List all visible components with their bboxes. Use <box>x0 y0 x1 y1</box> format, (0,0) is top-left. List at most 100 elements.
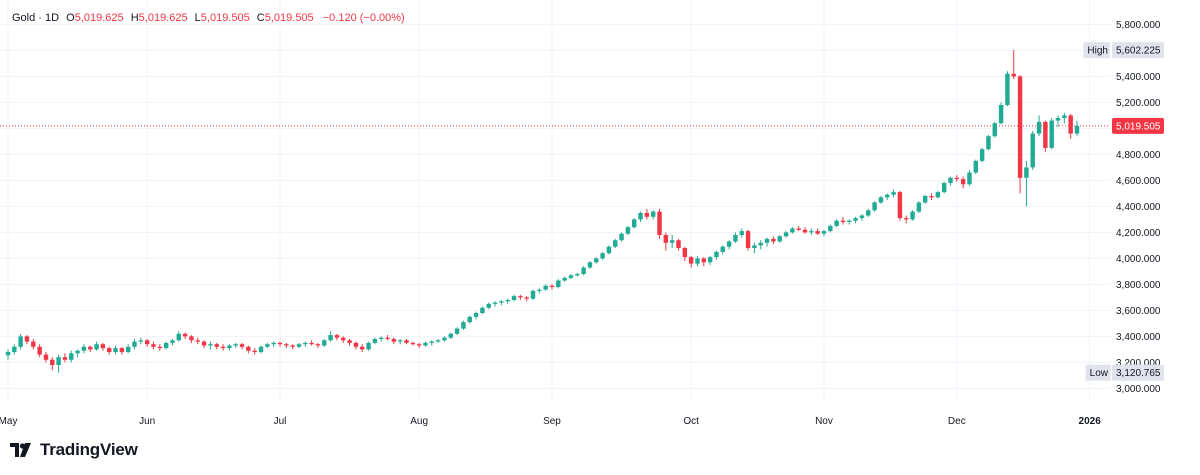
candle-body <box>290 345 295 347</box>
last-price-value: 5,019.505 <box>1116 121 1161 132</box>
candle-body <box>777 236 782 242</box>
candle <box>132 339 137 350</box>
candle-body <box>524 297 529 299</box>
candle-body <box>227 345 232 349</box>
candle-body <box>397 340 403 342</box>
candle-body <box>31 341 36 347</box>
candle <box>897 190 903 221</box>
candle <box>62 353 68 363</box>
candle-body <box>992 123 997 137</box>
candle-body <box>1055 118 1061 121</box>
low-tag: Low 3,120.765 <box>1085 364 1164 381</box>
candle <box>847 219 852 225</box>
candle-body <box>929 196 934 198</box>
low-value: 5,019.505 <box>200 12 250 24</box>
high-tag-value: 5,602.225 <box>1116 46 1161 57</box>
candle <box>334 333 340 341</box>
candle-body <box>100 344 106 349</box>
candle-body <box>511 296 517 300</box>
candle <box>859 214 865 221</box>
candle-body <box>296 344 302 347</box>
candle-body <box>5 352 11 356</box>
candle <box>378 336 384 342</box>
candle <box>75 349 80 358</box>
candle <box>220 344 226 351</box>
candle <box>600 251 605 260</box>
candle <box>979 147 985 163</box>
candle-body <box>948 177 953 183</box>
candle <box>1024 160 1029 207</box>
candle-body <box>632 219 637 228</box>
candle <box>195 337 200 345</box>
high-tag-label-bg <box>1083 42 1110 59</box>
tradingview-logo[interactable]: TradingView <box>10 440 138 460</box>
candle <box>410 341 416 346</box>
close-value: 5,019.505 <box>264 12 314 24</box>
candle-body <box>650 211 656 217</box>
candle-body <box>581 267 586 274</box>
candle <box>423 341 428 347</box>
candle-body <box>878 197 884 203</box>
candle-body <box>480 307 485 313</box>
candle-body <box>360 346 365 350</box>
candle <box>284 342 289 349</box>
candle <box>777 235 782 243</box>
candle-body <box>163 342 169 349</box>
candle-body <box>366 342 371 350</box>
candle <box>189 335 194 343</box>
candle-body <box>435 340 441 342</box>
candle <box>372 337 378 345</box>
candle <box>771 236 776 245</box>
time-tick-label: Jul <box>274 416 287 427</box>
candle-body <box>967 172 972 185</box>
price-tick-label: 4,200.000 <box>1116 228 1161 239</box>
candle <box>910 210 915 221</box>
candle <box>315 342 321 349</box>
candle-body <box>676 240 681 248</box>
candle-body <box>783 232 789 237</box>
high-value: 5,019.625 <box>138 12 188 24</box>
candle-body <box>575 274 580 276</box>
candle-body <box>663 235 669 243</box>
candle <box>397 339 403 345</box>
candle-body <box>891 192 896 195</box>
candle <box>1005 71 1010 107</box>
candle <box>701 257 707 267</box>
candle-body <box>315 344 321 346</box>
candle <box>360 344 365 352</box>
candle-body <box>726 241 732 247</box>
candle <box>632 218 637 229</box>
candle-body <box>853 218 858 221</box>
candle <box>891 189 896 198</box>
time-axis[interactable]: MayJunJulAugSepOctNovDec2026Feb <box>0 416 1200 427</box>
candle <box>695 255 700 267</box>
candle-body <box>695 258 700 264</box>
candle-body <box>277 342 283 345</box>
candle-body <box>151 344 156 347</box>
candle <box>505 298 510 304</box>
candle-body <box>790 228 795 233</box>
candle-body <box>1062 115 1067 118</box>
price-axis[interactable]: 3,000.000 3,200.000 3,400.000 3,600.000 3,80… <box>1116 20 1161 395</box>
high-tag: High 5,602.225 <box>1083 42 1164 59</box>
candle-body <box>486 303 491 308</box>
candle <box>100 342 106 351</box>
candle-body <box>562 277 567 281</box>
change-value: −0.120 (−0.00%) <box>322 12 405 24</box>
candle <box>43 352 49 363</box>
candle-body <box>303 342 308 345</box>
time-tick-label: Jun <box>139 416 155 427</box>
candle <box>106 346 112 355</box>
candle <box>182 332 188 339</box>
candle <box>613 238 618 248</box>
price-tick-label: 3,000.000 <box>1116 384 1161 395</box>
candle <box>986 134 991 151</box>
high-tag-label: High <box>1087 46 1108 57</box>
candle-body <box>69 353 74 360</box>
candle-body <box>815 231 820 234</box>
candle <box>556 279 561 289</box>
last-price-tag: 5,019.505 <box>1112 117 1164 134</box>
symbol-label[interactable]: Gold · 1D <box>12 12 60 24</box>
candle <box>714 250 719 260</box>
